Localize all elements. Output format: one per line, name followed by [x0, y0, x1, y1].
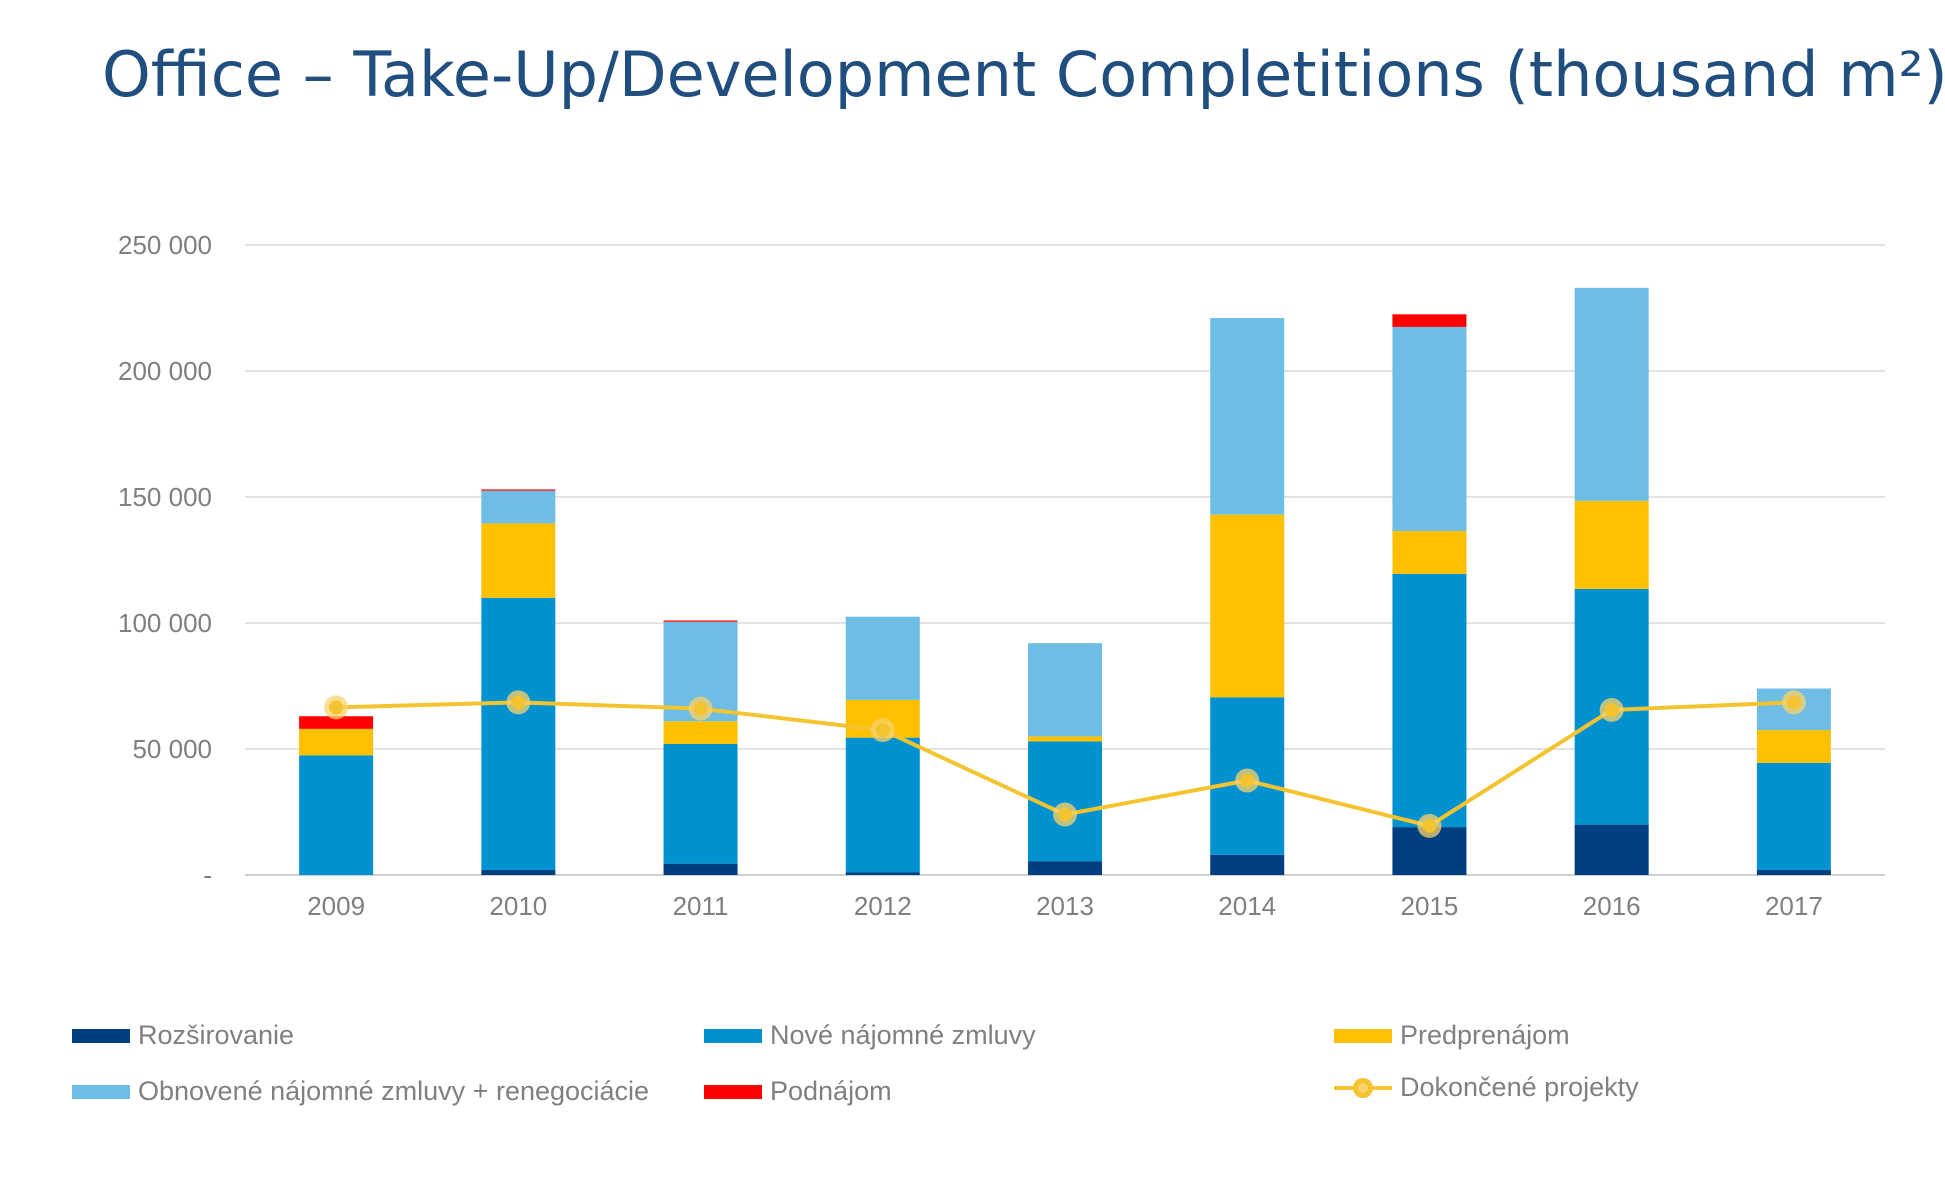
line-point-2011 — [693, 701, 708, 716]
legend-item-dokoncene-projekty: Dokončené projekty — [1334, 1072, 1639, 1103]
legend-label: Predprenájom — [1400, 1020, 1570, 1050]
bar-2013-series-0 — [1028, 861, 1102, 875]
bar-2017-series-2 — [1756, 730, 1831, 763]
line-point-2015 — [1422, 818, 1437, 833]
bar-2010-series-3 — [481, 490, 556, 524]
legend-label: Dokončené projekty — [1400, 1072, 1639, 1102]
legend-line-swatch — [1334, 1076, 1392, 1100]
line-point-2012 — [875, 723, 890, 738]
legend-label: Nové nájomné zmluvy — [770, 1020, 1036, 1050]
line-point-2014 — [1240, 773, 1255, 788]
x-tick-label: 2010 — [489, 891, 547, 921]
bar-2015-series-1 — [1392, 573, 1467, 828]
y-tick-label: 250 000 — [118, 230, 212, 260]
x-tick-label: 2015 — [1401, 891, 1459, 921]
legend-item-podnajom: Podnájom — [704, 1076, 892, 1107]
bar-2013-series-2 — [1028, 736, 1102, 742]
x-tick-label: 2016 — [1583, 891, 1641, 921]
bar-2009-series-4 — [299, 716, 374, 729]
bar-2009-series-2 — [299, 728, 374, 756]
x-tick-label: 2013 — [1036, 891, 1094, 921]
line-point-2010 — [511, 695, 526, 710]
legend-label: Obnovené nájomné zmluvy + renegociácie — [138, 1076, 650, 1106]
line-point-2009 — [329, 700, 344, 715]
bar-2010-series-1 — [481, 597, 556, 870]
legend: Rozširovanie Nové nájomné zmluvy Predpre… — [72, 1020, 1752, 1160]
bar-2016-series-2 — [1574, 500, 1649, 589]
bar-2013-series-3 — [1028, 643, 1102, 737]
bar-2015-series-4 — [1392, 314, 1467, 327]
legend-swatch — [704, 1084, 762, 1099]
bar-2009-series-1 — [299, 755, 374, 875]
bar-2016-series-0 — [1574, 824, 1649, 875]
chart-area: - 50 000 100 000 150 000 200 000 250 000 2009… — [118, 230, 1885, 921]
bar-2011-series-4 — [663, 620, 738, 622]
x-axis-ticks: 2009 2010 2011 2012 2013 2014 2015 2016 2017 — [307, 891, 1823, 921]
y-tick-label: 150 000 — [118, 482, 212, 512]
legend-swatch — [72, 1028, 130, 1043]
legend-swatch — [1334, 1028, 1392, 1043]
bar-2011-series-2 — [663, 721, 738, 744]
bar-2010-series-4 — [481, 489, 556, 491]
legend-swatch — [72, 1084, 130, 1099]
legend-swatch — [704, 1028, 762, 1043]
y-tick-label: 100 000 — [118, 608, 212, 638]
y-tick-label: 200 000 — [118, 356, 212, 386]
legend-item-rozsirovanie: Rozširovanie — [72, 1020, 294, 1051]
bar-2017-series-1 — [1756, 762, 1831, 870]
x-tick-label: 2012 — [854, 891, 912, 921]
bar-2010-series-2 — [481, 523, 556, 598]
line-point-2017 — [1786, 695, 1801, 710]
bar-2014-series-0 — [1210, 854, 1285, 875]
line-point-2013 — [1058, 807, 1072, 822]
chart-title: Office – Take-Up/Development Completitio… — [102, 38, 1945, 111]
x-tick-label: 2009 — [307, 891, 365, 921]
bar-stacks — [299, 287, 1831, 875]
bar-2016-series-3 — [1574, 287, 1649, 501]
line-point-2016 — [1604, 702, 1619, 717]
bar-2014-series-2 — [1210, 514, 1285, 698]
bar-2012-series-1 — [845, 737, 920, 873]
x-tick-label: 2014 — [1218, 891, 1276, 921]
y-tick-label: 50 000 — [132, 734, 212, 764]
bar-2011-series-0 — [663, 863, 738, 875]
bar-2011-series-1 — [663, 743, 738, 864]
bar-2015-series-3 — [1392, 326, 1467, 532]
bar-2010-series-0 — [481, 869, 556, 875]
bar-2012-series-3 — [845, 616, 920, 700]
line-series — [324, 690, 1806, 838]
bar-2015-series-2 — [1392, 531, 1467, 574]
bar-2012-series-0 — [845, 872, 920, 875]
legend-label: Rozširovanie — [138, 1020, 295, 1050]
legend-item-predprenajom: Predprenájom — [1334, 1020, 1570, 1051]
bar-2017-series-0 — [1756, 869, 1831, 875]
y-axis-ticks: - 50 000 100 000 150 000 200 000 250 000 — [118, 230, 212, 890]
bar-2014-series-3 — [1210, 318, 1285, 515]
x-tick-label: 2017 — [1765, 891, 1823, 921]
legend-item-nove-najomne-zmluvy: Nové nájomné zmluvy — [704, 1020, 1036, 1051]
legend-label: Podnájom — [770, 1076, 892, 1106]
legend-item-obnovene-zmluvy: Obnovené nájomné zmluvy + renegociácie — [72, 1076, 649, 1107]
y-tick-label: - — [203, 860, 212, 890]
x-tick-label: 2011 — [673, 891, 729, 921]
